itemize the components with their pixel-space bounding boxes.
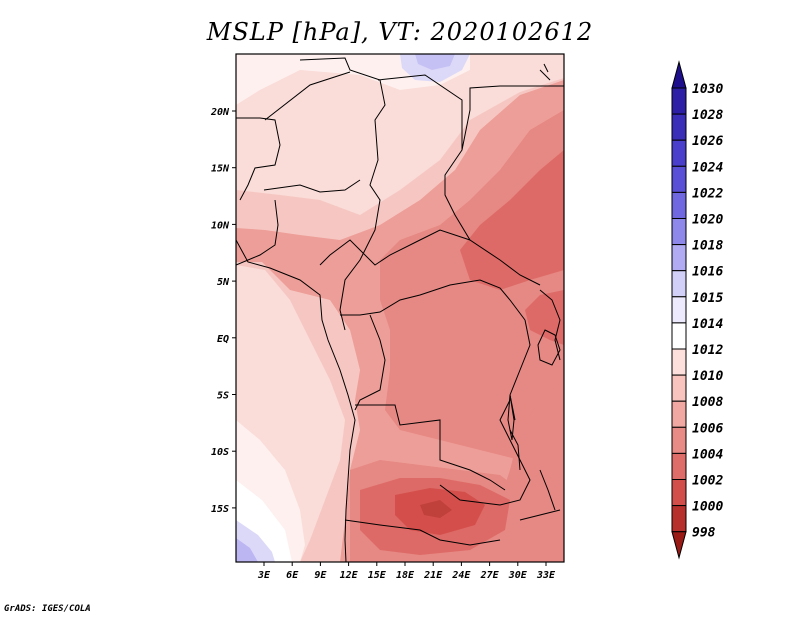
lon-tick-label: 27E: [480, 570, 500, 581]
border-chad-sudan-car: [264, 71, 541, 286]
border-east-africa: [539, 289, 561, 361]
latitude-axis: 20N 15N 10N 5N EQ 5S 10S 15S: [210, 107, 236, 515]
lon-tick-label: 33E: [536, 570, 556, 581]
coast-red-sea: [539, 63, 551, 81]
footer-credit: GrADS: IGES/COLA: [4, 604, 91, 614]
colorbar-label: 1022: [692, 186, 723, 201]
coastline-west: [236, 239, 356, 562]
colorbar-label: 1008: [692, 395, 723, 410]
lon-tick-label: 30E: [508, 570, 528, 581]
colorbar-segment: [671, 296, 687, 324]
border-cameroon-car: [319, 229, 471, 266]
colorbar-segment: [671, 113, 687, 141]
lon-tick-label: 12E: [340, 570, 359, 581]
colorbar-segment: [671, 426, 687, 454]
colorbar-label: 998: [692, 526, 716, 541]
border-congo-car: [340, 279, 526, 321]
colorbar-label: 1000: [692, 500, 723, 515]
colorbar-segment: [671, 244, 687, 272]
colorbar-label: 1016: [692, 265, 723, 280]
colorbar-label: 1014: [692, 317, 723, 332]
colorbar-label: 1018: [692, 239, 723, 254]
lon-tick-label: 24E: [451, 570, 471, 581]
lat-tick-label: 15S: [211, 504, 229, 515]
border-gabon-congo: [354, 314, 386, 411]
fill-1012-north: [236, 54, 564, 215]
colorbar-label: 1024: [692, 160, 723, 175]
colorbar: 1030 1028 1026 1024 1022 1020 1018 1016 1015 1014…: [671, 60, 723, 560]
colorbar-segment: [671, 218, 687, 246]
map-frame: [235, 53, 565, 563]
border-niger-chad-cameroon: [299, 57, 386, 331]
colorbar-bottom-arrow: [671, 531, 687, 560]
lon-tick-label: 6E: [286, 570, 299, 581]
lat-tick-label: 5S: [217, 391, 229, 402]
colorbar-top-arrow: [671, 60, 687, 89]
lake-victoria: [537, 329, 561, 366]
lat-tick-label: 10S: [211, 447, 229, 458]
lake-tanganyika: [507, 394, 515, 441]
fill-1000-low: [420, 500, 452, 518]
pressure-field: [236, 54, 564, 562]
colorbar-segment: [671, 270, 687, 298]
fill-1018-north: [415, 54, 455, 70]
map-title: MSLP [hPa], VT: 2020102612: [206, 18, 594, 46]
border-mali-niger: [263, 179, 361, 193]
fill-1018-southwest: [236, 538, 258, 562]
border-zimbabwe: [519, 509, 561, 521]
colorbar-label: 1002: [692, 474, 723, 489]
border-mauritania-mali: [236, 117, 281, 201]
border-angola-namibia: [344, 519, 501, 546]
lat-tick-label: 5N: [217, 277, 230, 288]
fill-1004-lakes: [525, 290, 564, 345]
colorbar-label: 1006: [692, 421, 723, 436]
colorbar-label: 1012: [692, 343, 723, 358]
lat-tick-label: EQ: [217, 334, 229, 345]
colorbar-segment: [671, 165, 687, 193]
colorbar-label: 1028: [692, 108, 723, 123]
colorbar-label: 1026: [692, 134, 723, 149]
colorbar-segment: [671, 348, 687, 376]
lat-tick-label: 15N: [211, 164, 230, 175]
lat-tick-label: 10N: [211, 220, 230, 231]
colorbar-segment: [671, 374, 687, 402]
border-zambia: [439, 399, 531, 506]
colorbar-label: 1010: [692, 369, 723, 384]
lon-tick-label: 3E: [257, 570, 271, 581]
border-angola-drc: [355, 404, 506, 491]
colorbar-segment: [671, 400, 687, 428]
colorbar-segment: [671, 191, 687, 219]
colorbar-segment: [671, 505, 687, 533]
lat-tick-label: 20N: [210, 107, 230, 118]
colorbar-segment: [671, 452, 687, 480]
lon-tick-label: 9E: [314, 570, 327, 581]
colorbar-segment: [671, 139, 687, 167]
colorbar-label: 1020: [692, 213, 723, 228]
fill-1004-northeast: [460, 150, 564, 290]
colorbar-label: 1030: [692, 82, 723, 97]
lon-tick-label: 15E: [368, 570, 387, 581]
coastlines-borders: [236, 57, 564, 562]
border-egypt-sudan: [461, 85, 564, 151]
longitude-axis: 3E 6E 9E 12E 15E 18E 21E 24E 27E 30E 33E: [257, 562, 556, 581]
lon-tick-label: 21E: [423, 570, 443, 581]
colorbar-label: 1004: [692, 447, 723, 462]
colorbar-segment: [671, 87, 687, 115]
colorbar-segment: [671, 479, 687, 507]
colorbar-segment: [671, 322, 687, 350]
border-west-africa: [236, 199, 279, 266]
colorbar-label: 1015: [692, 291, 723, 306]
lon-tick-label: 18E: [396, 570, 415, 581]
